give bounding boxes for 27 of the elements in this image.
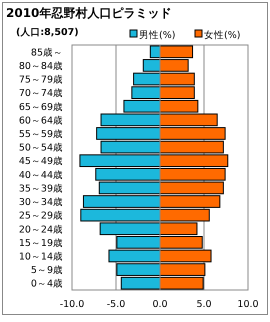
- ycat: 50～54歳: [18, 142, 63, 154]
- legend: 女性(%): [204, 30, 240, 41]
- title: 2010年忍野村人口ピラミッド: [6, 6, 172, 20]
- ycat: 15～19歳: [18, 238, 63, 249]
- ycat: 85歳～: [30, 47, 63, 58]
- ycat: 60～64歳: [18, 115, 63, 126]
- legend: 男性(%): [139, 30, 176, 41]
- ycat: 70～74歳: [18, 88, 63, 100]
- xtick: 10.0: [237, 299, 259, 310]
- xtick: -10.0: [60, 299, 84, 310]
- ycat: 30～34歳: [18, 197, 63, 208]
- ycat: 25～29歳: [18, 210, 63, 222]
- ycat: 35～39歳: [18, 183, 63, 194]
- xtick: 5.0: [196, 299, 212, 310]
- ycat: 65～69歳: [18, 102, 63, 113]
- xtick: -5.0: [106, 299, 126, 310]
- xtick: 0.0: [152, 299, 168, 310]
- ycat: 0～4歳: [30, 278, 63, 290]
- ycat: 5～9歳: [30, 265, 63, 276]
- ycat: 20～24歳: [18, 224, 63, 236]
- ycat: 40～44歳: [18, 170, 63, 181]
- subtitle: (人口:8,507): [16, 27, 79, 38]
- ycat: 45～49歳: [18, 156, 63, 168]
- ycat: 10～14歳: [18, 251, 63, 262]
- ycat: 55～59歳: [18, 128, 63, 140]
- ycat: 75～79歳: [18, 74, 63, 86]
- ycat: 80～84歳: [18, 60, 63, 72]
